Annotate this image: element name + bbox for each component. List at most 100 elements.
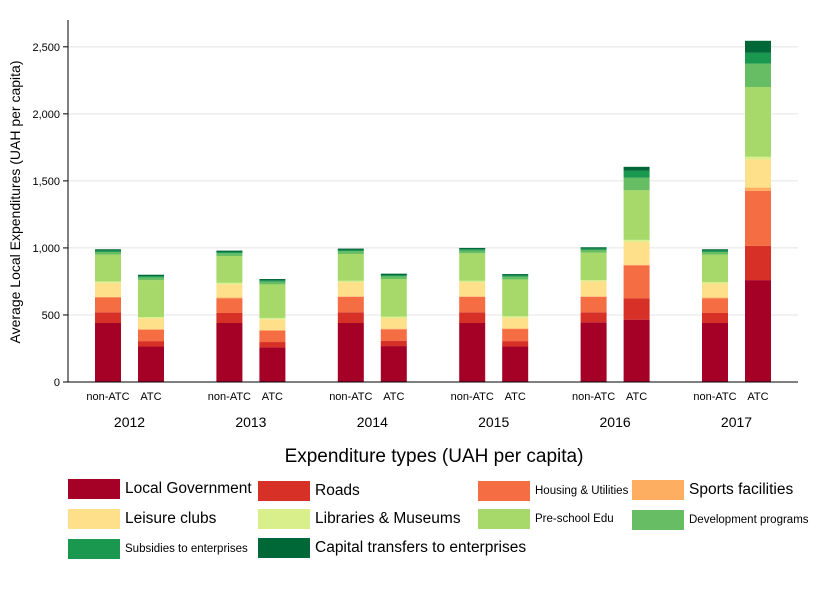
bar-segment — [623, 190, 650, 240]
bar-segment — [459, 247, 486, 250]
bar-segment — [459, 296, 486, 313]
bar-segment — [702, 312, 728, 324]
bar-segment — [745, 190, 771, 246]
bar-segment — [95, 251, 121, 255]
bar-segment — [580, 247, 607, 249]
bar-segment — [380, 276, 407, 280]
bar-segment — [138, 346, 164, 382]
bar-segment — [459, 250, 486, 254]
bar-segment — [216, 298, 243, 313]
bar-segment — [259, 342, 286, 348]
y-tick-label: 1,500 — [32, 176, 60, 188]
bar-segment — [623, 241, 650, 265]
bar-segment — [745, 63, 771, 88]
bar-segment — [745, 87, 771, 157]
bar-segment — [623, 319, 650, 382]
bar-segment — [502, 279, 529, 317]
x-group-label: 2015 — [478, 414, 509, 430]
bar-segment — [502, 316, 529, 318]
bar-segment — [580, 296, 607, 313]
axes — [67, 20, 798, 383]
bar-segment — [702, 323, 728, 382]
bar-segment — [337, 253, 364, 281]
bar-segment — [259, 347, 286, 382]
bar-segment — [337, 251, 364, 254]
x-subcategory-label: ATC — [140, 391, 161, 403]
bar-segment — [216, 253, 243, 256]
bars — [95, 40, 771, 382]
bar-segment — [580, 296, 607, 297]
bar-segment — [745, 40, 771, 53]
bar-segment — [459, 312, 486, 324]
bar-segment — [702, 251, 728, 255]
x-subcategory-label: ATC — [262, 391, 283, 403]
gridlines — [68, 46, 798, 316]
bar-segment — [216, 284, 243, 298]
bar-segment — [95, 297, 121, 313]
bar-segment — [138, 274, 164, 277]
bar-segment — [502, 274, 529, 276]
bar-segment — [138, 341, 164, 347]
bar-segment — [580, 249, 607, 253]
bar-segment — [623, 170, 650, 178]
bar-segment — [702, 297, 728, 299]
bar-segment — [337, 296, 364, 297]
bar-segment — [95, 312, 121, 324]
x-subcategory-label: ATC — [747, 391, 768, 403]
bar-segment — [337, 282, 364, 297]
bar-segment — [138, 280, 164, 317]
y-tick-label: 2,000 — [32, 109, 60, 121]
bar-segment — [502, 276, 529, 280]
bar-segment — [95, 296, 121, 298]
bar-segment — [216, 312, 243, 324]
x-subcategory-label: non-ATC — [572, 391, 615, 403]
bar-segment — [380, 273, 407, 276]
bar-segment — [337, 249, 364, 252]
bar-segment — [337, 312, 364, 324]
bar-segment — [580, 280, 607, 282]
bar-segment — [259, 317, 286, 320]
x-subcategory-label: ATC — [383, 391, 404, 403]
bar-segment — [459, 282, 486, 297]
bar-segment — [259, 280, 286, 282]
x-group-label: 2013 — [235, 414, 266, 430]
y-ticks: 0 500 1,000 1,500 2,000 2,500 — [32, 42, 68, 389]
bar-segment — [459, 296, 486, 297]
bar-segment — [459, 280, 486, 283]
bar-segment — [95, 250, 121, 252]
bar-segment — [745, 280, 771, 382]
bar-segment — [623, 264, 650, 266]
bar-segment — [502, 346, 529, 382]
bar-segment — [623, 166, 650, 171]
x-subcategory-label: non-ATC — [693, 391, 736, 403]
bar-segment — [380, 328, 407, 330]
bar-segment — [502, 328, 529, 330]
bar-segment — [745, 245, 771, 281]
bar-segment — [502, 317, 529, 329]
bar-segment — [580, 312, 607, 323]
y-axis-label: Average Local Expenditures (UAH per capi… — [7, 60, 23, 343]
bar-segment — [702, 282, 728, 284]
bar-segment — [380, 279, 407, 317]
bar-segment — [459, 249, 486, 251]
bar-segment — [138, 316, 164, 319]
x-subcategory-label: non-ATC — [329, 391, 372, 403]
bar-segment — [259, 330, 286, 343]
bar-segment — [95, 254, 121, 282]
bar-segment — [459, 323, 486, 382]
bar-segment — [702, 298, 728, 313]
bar-segment — [380, 316, 407, 318]
bar-segment — [380, 340, 407, 347]
bar-segment — [702, 254, 728, 283]
bar-segment — [580, 248, 607, 250]
y-tick-label: 500 — [42, 310, 60, 322]
bar-segment — [259, 281, 286, 285]
bar-segment — [95, 281, 121, 283]
bar-segment — [502, 275, 529, 277]
bar-segment — [745, 159, 771, 188]
x-group-label: 2012 — [114, 414, 145, 430]
bar-segment — [702, 250, 728, 252]
bar-segment — [216, 297, 243, 299]
bar-segment — [216, 251, 243, 254]
bar-segment — [259, 329, 286, 331]
